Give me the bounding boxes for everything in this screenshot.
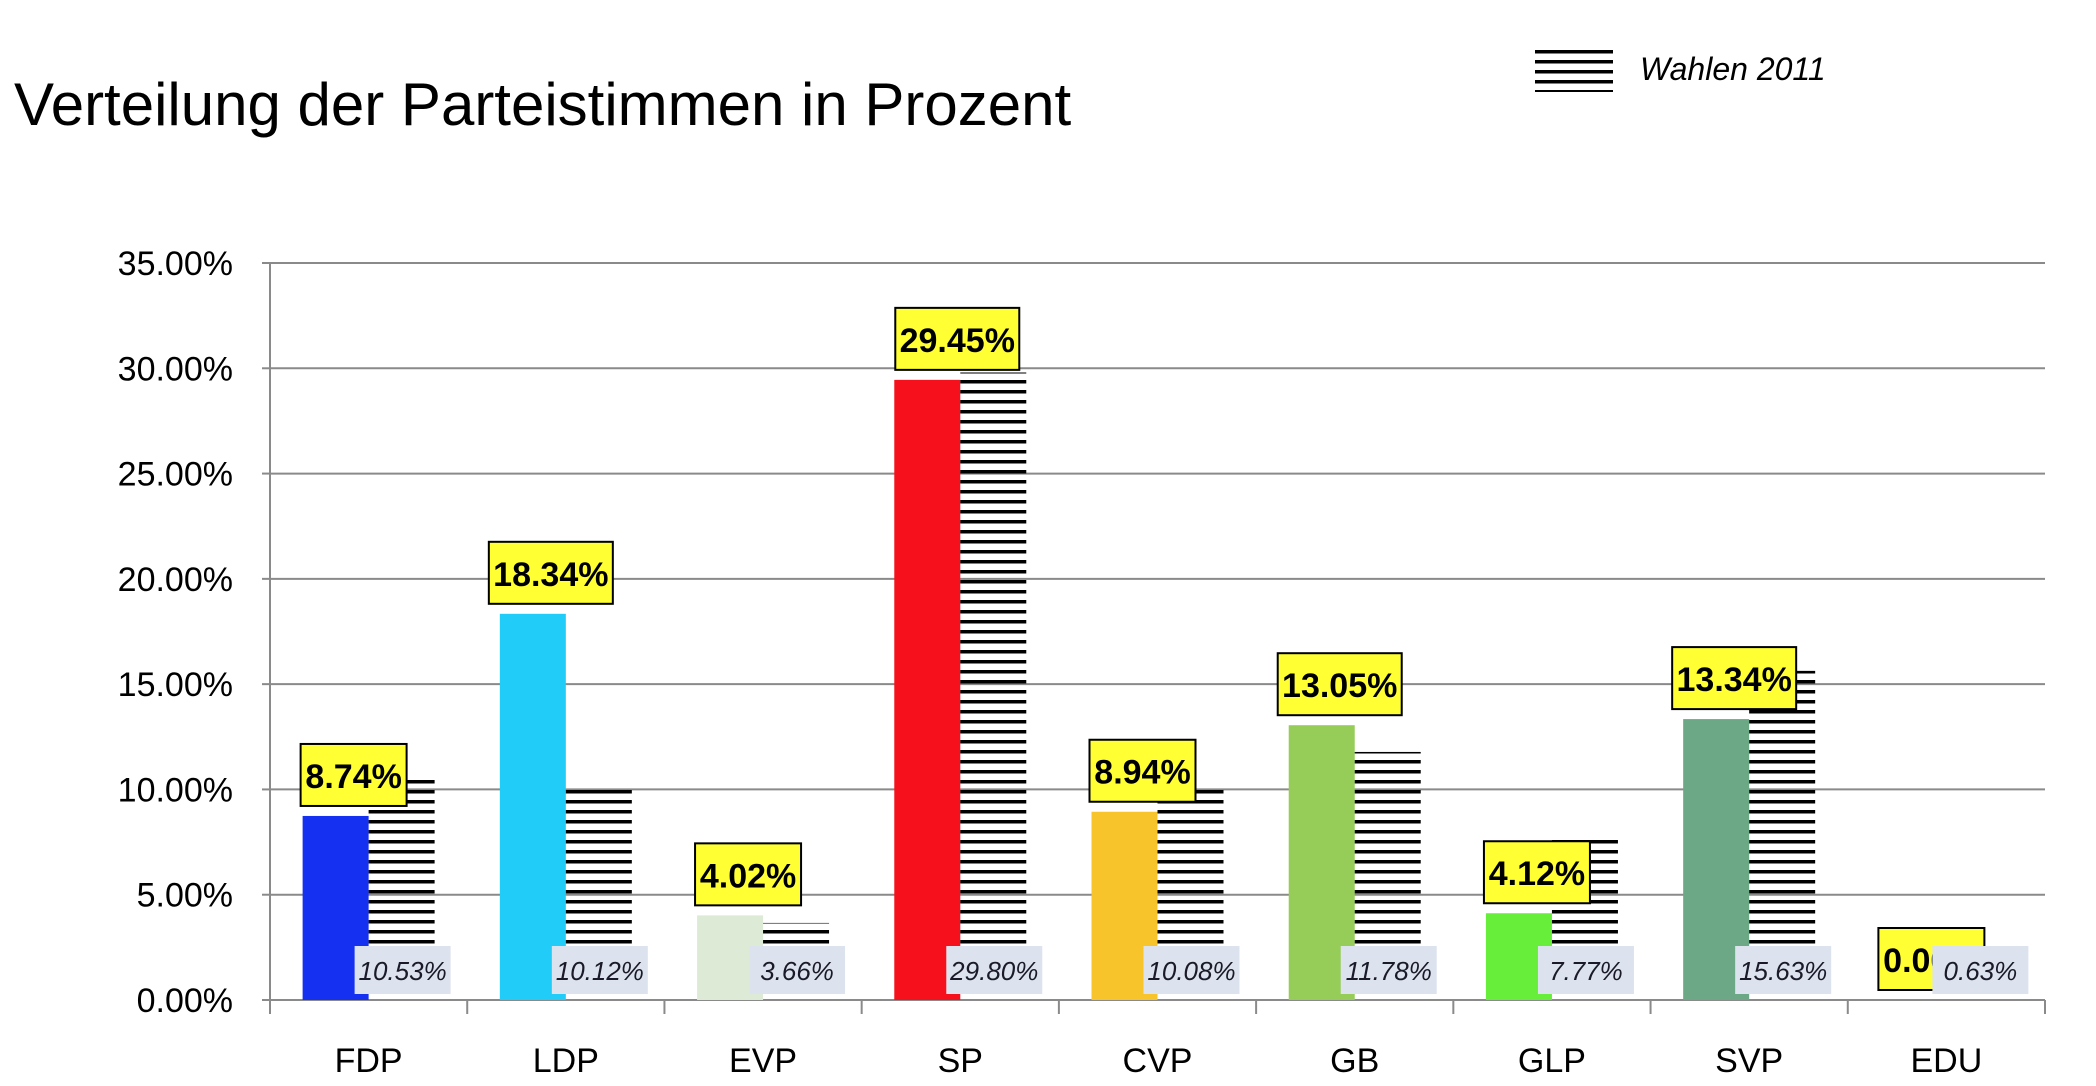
legend-swatch-wahlen-2011 [1535, 44, 1613, 92]
value-label-box-2011 [749, 946, 846, 994]
value-label-box-2011 [1143, 946, 1240, 994]
value-label-current: 13.05% [1282, 667, 1397, 705]
value-label-box [1088, 738, 1197, 803]
x-category-label: CVP [1123, 1042, 1193, 1080]
value-label-box [1671, 646, 1798, 711]
y-tick-label: 35.00% [118, 245, 233, 283]
legend-label: Wahlen 2011 [1640, 51, 1826, 87]
x-category-label: EVP [729, 1042, 797, 1080]
y-tick-label: 25.00% [118, 456, 233, 494]
value-label-current: 4.12% [1489, 855, 1585, 893]
value-label-current: 18.34% [493, 556, 608, 594]
y-axis: 0.00% 5.00% 10.00% 15.00% 20.00% 25.00% 30.00%… [118, 245, 271, 1020]
value-label-wahlen-2011: 10.12% [556, 956, 644, 986]
value-label-box [694, 842, 803, 907]
value-label-current: 13.34% [1677, 661, 1792, 699]
value-label-wahlen-2011: 29.80% [949, 956, 1038, 986]
bar-wahlen-2011 [960, 372, 1027, 1000]
value-label-wahlen-2011: 10.08% [1147, 956, 1235, 986]
bar-wahlen-2011 [1749, 670, 1816, 1000]
value-label-box [894, 306, 1021, 371]
value-label-wahlen-2011: 10.53% [359, 956, 447, 986]
x-axis: FDP LDP EVP SP CVP GB GLP SVP EDU [269, 999, 2046, 1080]
y-tick-label: 0.00% [137, 982, 233, 1020]
y-tick-label: 5.00% [137, 877, 233, 915]
value-label-box-2011 [551, 946, 648, 994]
value-label-box-2011 [1735, 946, 1832, 994]
value-label-wahlen-2011: 3.66% [760, 956, 834, 986]
value-label-current: 4.02% [700, 857, 796, 895]
value-label-box [1276, 652, 1403, 717]
chart-title: Verteilung der Parteistimmen in Prozent [14, 71, 1072, 138]
value-label-current: 8.74% [305, 758, 401, 796]
value-label-current: 29.45% [900, 322, 1015, 360]
legend: Wahlen 2011 [1535, 44, 1826, 92]
x-category-label: GLP [1518, 1042, 1586, 1080]
value-label-current: 8.94% [1094, 754, 1190, 792]
value-label-wahlen-2011: 15.63% [1739, 956, 1827, 986]
value-label-box-2011 [1340, 946, 1437, 994]
value-label-wahlen-2011: 0.63% [1944, 956, 2018, 986]
value-label-box [299, 742, 408, 807]
value-label-wahlen-2011: 11.78% [1346, 956, 1432, 986]
data-labels: 8.74% 10.53% 18.34% 10.12% 4.02% 3.66% 29.45% 2… [299, 306, 2029, 994]
x-category-label: LDP [533, 1042, 599, 1080]
x-category-label: GB [1330, 1042, 1379, 1080]
y-tick-label: 20.00% [118, 561, 233, 599]
bar-current [499, 613, 566, 1000]
value-label-box-2011 [1537, 946, 1634, 994]
value-label-box-2011 [946, 946, 1043, 994]
y-tick-label: 30.00% [118, 350, 233, 388]
value-label-wahlen-2011: 7.77% [1549, 956, 1623, 986]
value-label-box [487, 540, 614, 605]
y-tick-label: 10.00% [118, 771, 233, 809]
x-category-label: SP [938, 1042, 983, 1080]
value-label-box-2011 [354, 946, 451, 994]
y-tick-label: 15.00% [118, 666, 233, 704]
x-category-label: EDU [1910, 1042, 1982, 1080]
bar-current [894, 379, 961, 1000]
x-category-label: SVP [1715, 1042, 1783, 1080]
value-label-box [1482, 840, 1591, 905]
x-category-label: FDP [335, 1042, 403, 1080]
value-label-box-2011 [1932, 946, 2029, 994]
